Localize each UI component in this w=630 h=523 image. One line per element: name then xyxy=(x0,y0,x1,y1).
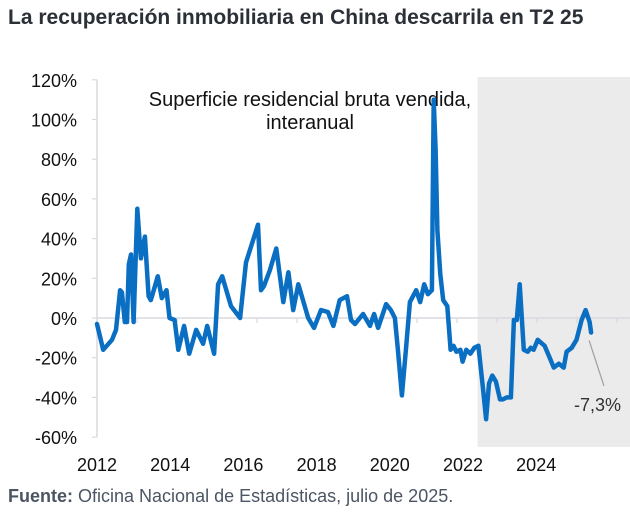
series-line xyxy=(94,97,594,422)
x-tick-label: 2016 xyxy=(223,455,263,475)
y-tick-label: -20% xyxy=(35,349,77,369)
chart-title: La recuperación inmobiliaria en China de… xyxy=(8,6,584,29)
y-axis-ticks: 120% 100% 80% 60% 40% 20% 0% -20% -40% -60% xyxy=(31,71,97,448)
x-tick-label: 2022 xyxy=(443,455,483,475)
end-label-leader-line xyxy=(588,340,605,387)
series-points xyxy=(96,99,592,420)
y-tick-label: -40% xyxy=(35,388,77,408)
x-tick-label: 2024 xyxy=(516,455,556,475)
y-tick-label: 60% xyxy=(41,190,77,210)
y-tick-label: 0% xyxy=(51,309,77,329)
end-value-label: -7,3% xyxy=(574,395,621,415)
y-tick-label: -60% xyxy=(35,428,77,448)
y-tick-label: 80% xyxy=(41,150,77,170)
source-label: Fuente: xyxy=(8,486,73,506)
x-tick-label: 2012 xyxy=(77,455,117,475)
chart-annotation-line-1: Superficie residencial bruta vendida, xyxy=(149,89,471,111)
y-tick-label: 120% xyxy=(31,71,77,91)
y-tick-label: 100% xyxy=(31,111,77,131)
y-tick-label: 20% xyxy=(41,269,77,289)
source-text: Oficina Nacional de Estadísticas, julio … xyxy=(78,486,454,506)
shaded-region xyxy=(477,77,630,447)
chart-annotation-line-2: interanual xyxy=(266,112,354,134)
x-tick-label: 2014 xyxy=(150,455,190,475)
x-tick-label: 2018 xyxy=(297,455,337,475)
x-axis-ticks: 2012 2014 2016 2018 2020 2022 2024 xyxy=(77,455,556,475)
source-footer: Fuente: Oficina Nacional de Estadísticas… xyxy=(8,486,453,507)
y-tick-label: 40% xyxy=(41,230,77,250)
x-tick-label: 2020 xyxy=(370,455,410,475)
